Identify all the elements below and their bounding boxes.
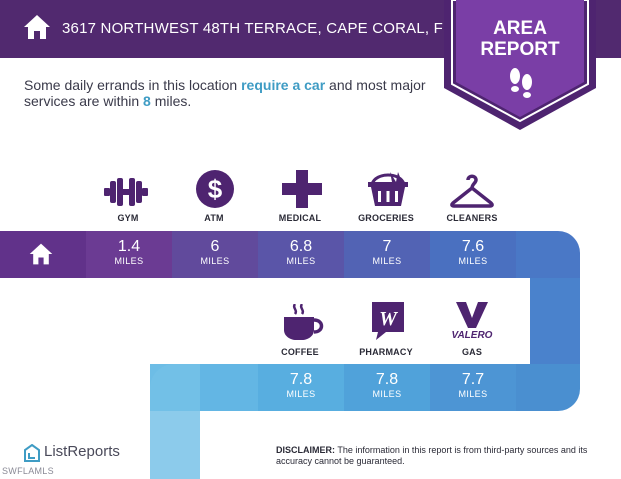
intro-part-1: Some daily errands in this location [24, 77, 242, 93]
valero-logo-text: VALERO [452, 330, 493, 340]
category-label-pharmacy: PHARMACY [359, 347, 413, 357]
valero-logo-icon: VALERO [452, 302, 493, 340]
band-turn-top [516, 231, 580, 278]
dumbbell-icon [104, 178, 148, 206]
intro-part-2: and most major services are within [24, 77, 426, 109]
distance-value: 6.8 [289, 238, 313, 255]
band-connector-bottom [150, 411, 200, 479]
badge-line-2: REPORT [480, 39, 560, 60]
grocery-basket-icon [368, 172, 408, 206]
distance-value: 7.7 [461, 371, 485, 388]
distance-unit: MILES [286, 389, 316, 399]
hanger-icon [450, 174, 494, 208]
distance-gas: 7.7 MILES [430, 371, 516, 400]
band-segment-groceries [344, 231, 430, 278]
svg-text:$: $ [208, 174, 223, 204]
band-turn-left [150, 364, 200, 411]
distance-value: 7 [382, 238, 392, 255]
distance-unit: MILES [286, 256, 316, 266]
property-address: 3617 NORTHWEST 48TH TERRACE, CAPE CORAL,… [62, 20, 499, 37]
coffee-cup-icon [284, 304, 324, 340]
band-segment-gym [86, 231, 172, 278]
distance-gym: 1.4 MILES [86, 238, 172, 267]
area-report-badge [444, 0, 596, 130]
badge-line-1: AREA [493, 18, 547, 39]
category-label-cleaners: CLEANERS [446, 213, 498, 223]
category-label-coffee: COFFEE [281, 347, 319, 357]
distance-value: 6 [210, 238, 220, 255]
listreports-logo-text: ListReports [44, 443, 120, 460]
distance-medical: 6.8 MILES [258, 238, 344, 267]
intro-text: Some daily errands in this location requ… [24, 77, 434, 109]
mls-watermark: SWFLAMLS [2, 466, 54, 476]
band-segment-gas [430, 364, 516, 411]
distance-value: 7.6 [461, 238, 485, 255]
distance-groceries: 7 MILES [344, 238, 430, 267]
band-segment-medical [258, 231, 344, 278]
band-segment-coffee [258, 364, 344, 411]
category-label-groceries: GROCERIES [358, 213, 414, 223]
category-label-atm: ATM [204, 213, 224, 223]
distance-unit: MILES [458, 389, 488, 399]
distance-unit: MILES [372, 389, 402, 399]
intro-highlight-miles: 8 [143, 93, 151, 109]
disclaimer: DISCLAIMER: The information in this repo… [276, 445, 596, 467]
band-connector-right [530, 278, 580, 364]
listreports-logo: ListReports [24, 443, 144, 463]
distance-unit: MILES [458, 256, 488, 266]
distance-atm: 6 MILES [172, 238, 258, 267]
band-segment-atm [172, 231, 258, 278]
svg-text:W: W [379, 308, 398, 330]
distance-cleaners: 7.6 MILES [430, 238, 516, 267]
distance-coffee: 7.8 MILES [258, 371, 344, 400]
disclaimer-label: DISCLAIMER: [276, 445, 335, 455]
intro-part-3: miles. [150, 93, 192, 109]
walgreens-logo-icon: W [372, 302, 404, 340]
distance-unit: MILES [114, 256, 144, 266]
category-label-medical: MEDICAL [278, 213, 322, 223]
distance-unit: MILES [200, 256, 230, 266]
home-icon [24, 15, 50, 39]
distance-value: 7.8 [289, 371, 313, 388]
category-label-gym: GYM [117, 213, 139, 223]
disclaimer-text: The information in this report is from t… [276, 445, 588, 466]
category-label-gas: GAS [461, 347, 483, 357]
band-segment-cleaners [430, 231, 516, 278]
dollar-icon: $ [196, 170, 234, 208]
home-icon [29, 243, 53, 265]
band-segment-pharmacy [344, 364, 430, 411]
badge-title: AREA REPORT [444, 18, 596, 60]
listreports-logo-icon [24, 444, 40, 462]
footprints-icon [510, 68, 532, 98]
distance-unit: MILES [372, 256, 402, 266]
distance-value: 7.8 [375, 371, 399, 388]
intro-highlight-car: require a car [241, 77, 326, 93]
medical-cross-icon [282, 170, 322, 208]
band-turn-bottom [516, 364, 580, 411]
distance-pharmacy: 7.8 MILES [344, 371, 430, 400]
distance-value: 1.4 [117, 238, 141, 255]
